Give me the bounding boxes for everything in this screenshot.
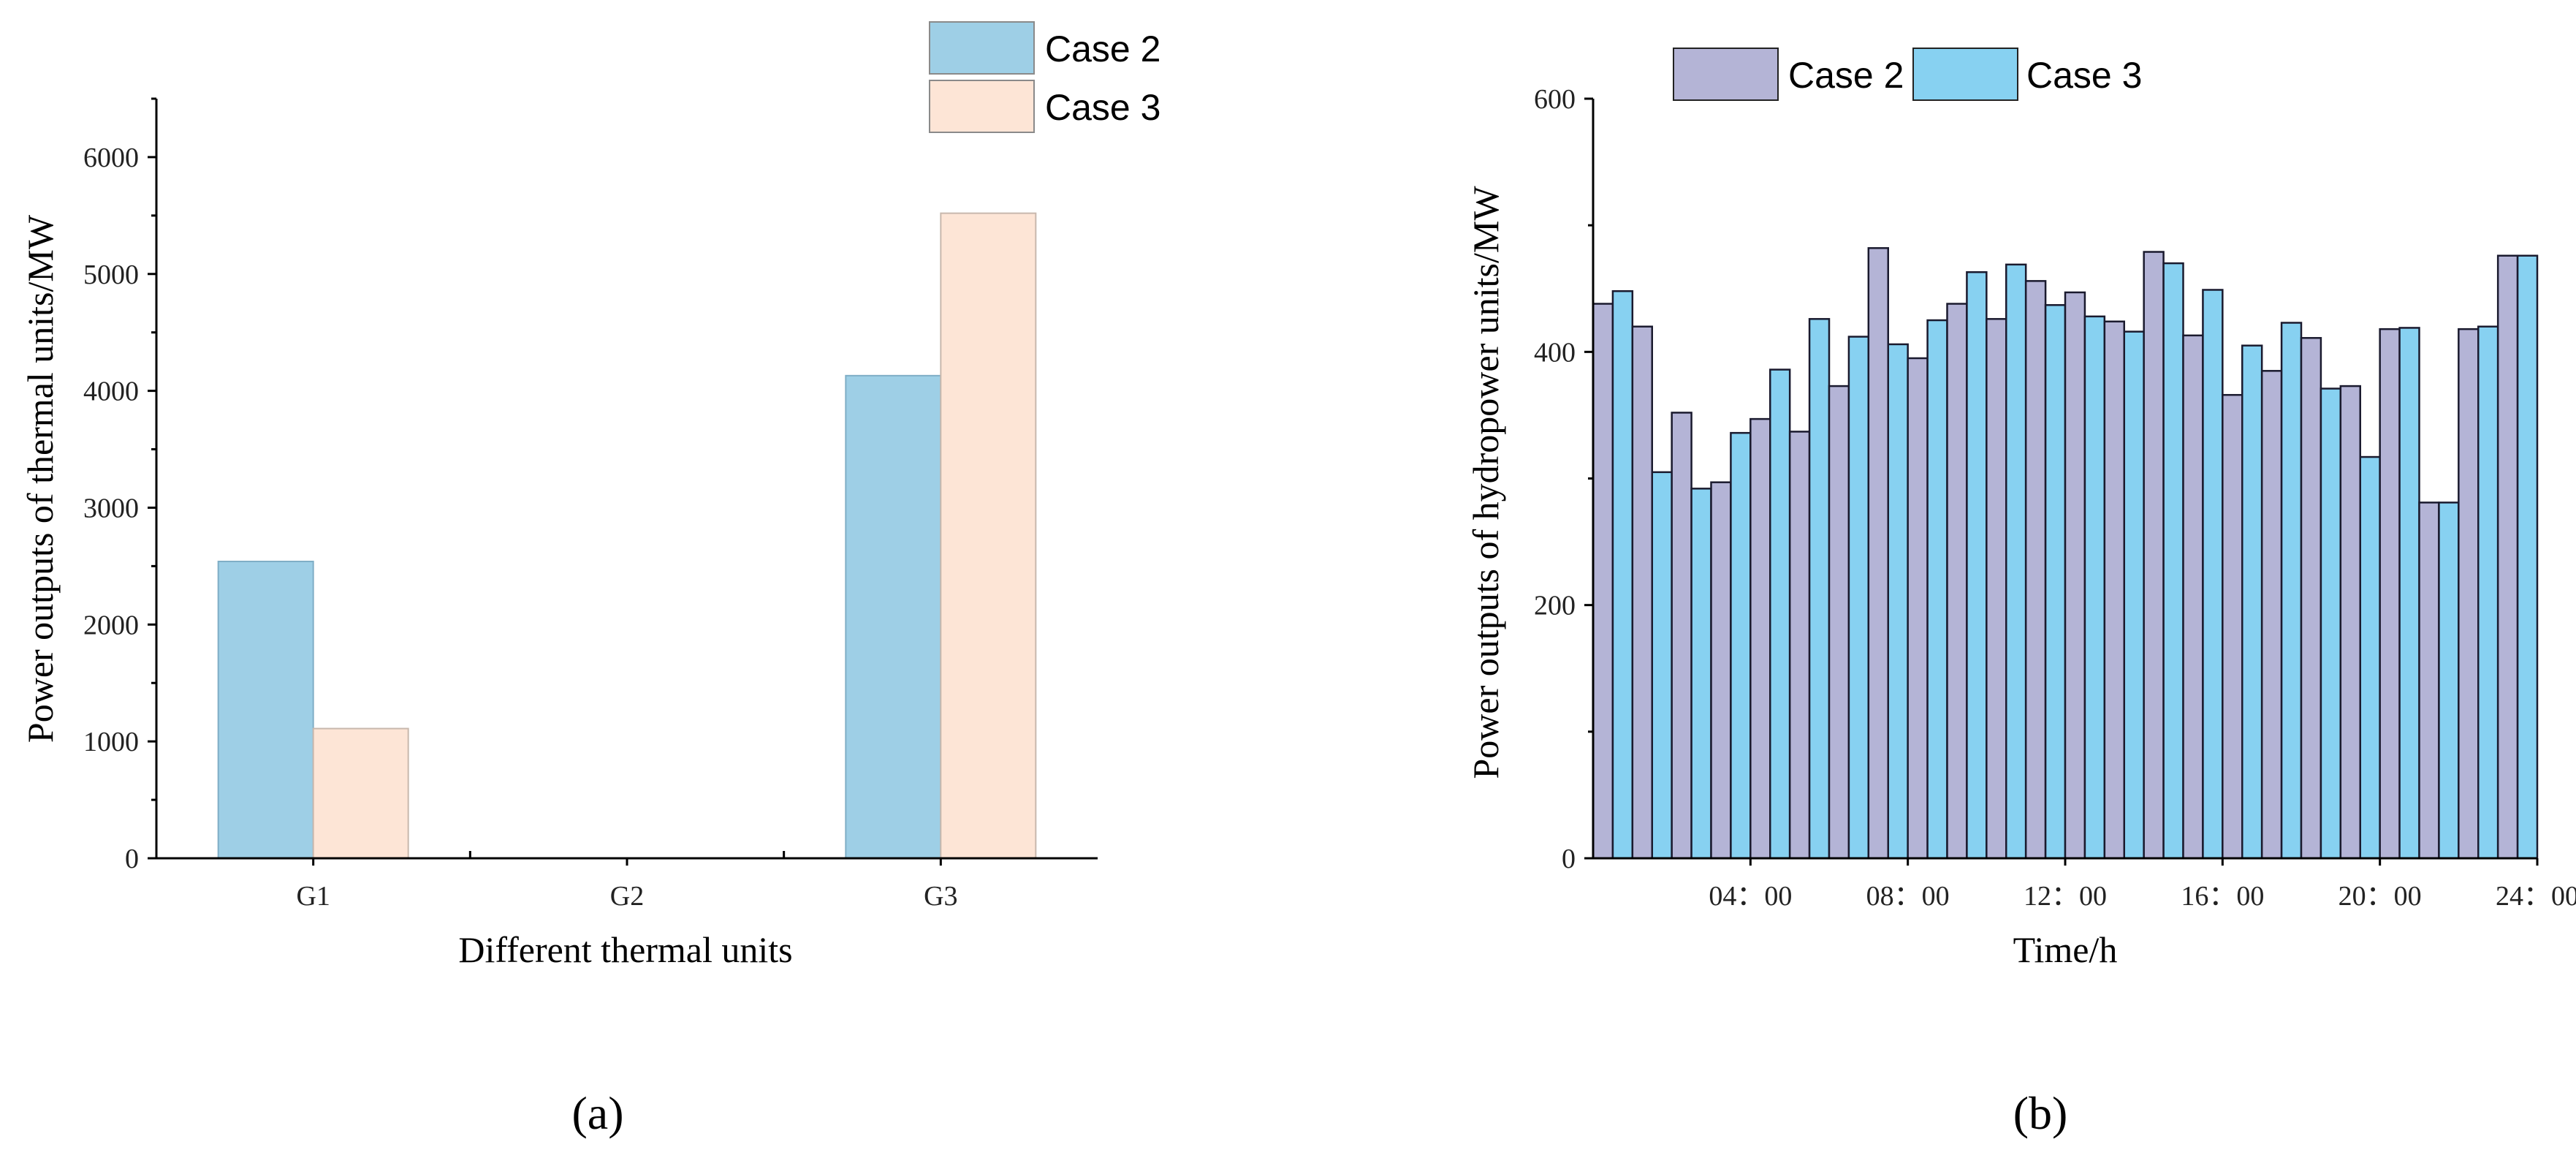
x-tick-label-g2: G2 <box>610 881 644 912</box>
bar-hour-19-case-3 <box>2319 387 2342 860</box>
y-tick-label: 2000 <box>83 610 139 640</box>
bar-g1-case-3 <box>312 727 409 859</box>
bar-hour-14-case-3 <box>2123 330 2145 860</box>
x-tick-label-g1: G1 <box>296 881 330 912</box>
bar-hour-13-case-2 <box>2064 291 2086 860</box>
panel-a-label: (a) <box>571 1087 623 1139</box>
legend-swatch-case-3 <box>1912 48 2018 101</box>
bar-hour-17-case-2 <box>2222 393 2243 860</box>
x-tick-label-24-00: 24：00 <box>2496 881 2576 912</box>
bar-hour-6-case-2 <box>1788 431 1811 860</box>
bar-hour-9-case-2 <box>1907 357 1929 860</box>
legend-label-case-3: Case 3 <box>2026 55 2142 96</box>
bar-hour-20-case-3 <box>2359 455 2381 860</box>
bar-hour-8-case-2 <box>1867 247 1889 860</box>
bar-hour-7-case-3 <box>1847 336 1870 860</box>
y-tick-label: 400 <box>1534 337 1576 368</box>
bar-hour-3-case-2 <box>1671 412 1692 860</box>
panel-a-x-ticks: G1 G2 G3 <box>296 851 958 912</box>
bar-hour-18-case-3 <box>2280 322 2303 860</box>
y-tick-label: 200 <box>1534 591 1576 621</box>
panel-b-label: (b) <box>2013 1087 2068 1139</box>
bar-hour-10-case-3 <box>1966 270 1988 860</box>
bar-hour-7-case-2 <box>1828 385 1850 860</box>
x-tick-label-16-00: 16：00 <box>2181 881 2264 912</box>
panel-a-bars <box>217 212 1037 859</box>
bar-hour-1-case-2 <box>1592 303 1614 860</box>
bar-hour-13-case-3 <box>2083 315 2106 860</box>
bar-hour-24-case-3 <box>2516 254 2539 860</box>
y-tick-label: 4000 <box>83 376 139 407</box>
bar-hour-22-case-3 <box>2438 502 2460 860</box>
panel-b-legend: Case 2 Case 3 <box>1673 48 2142 101</box>
y-tick-label: 0 <box>125 844 139 874</box>
bar-hour-23-case-3 <box>2477 325 2499 860</box>
bar-hour-9-case-3 <box>1926 319 1948 860</box>
bar-hour-15-case-3 <box>2162 262 2184 860</box>
bar-g1-case-2 <box>217 560 314 859</box>
legend-swatch-case-2 <box>929 21 1035 75</box>
legend-label-case-3: Case 3 <box>1045 87 1160 128</box>
bar-hour-6-case-3 <box>1808 318 1831 860</box>
bar-hour-23-case-2 <box>2458 328 2480 860</box>
bar-hour-24-case-2 <box>2496 254 2519 860</box>
legend-label-case-2: Case 2 <box>1788 55 1904 96</box>
bar-hour-11-case-2 <box>1986 318 2007 860</box>
panel-b-hydropower-units-chart: 0 200 400 600 04：00 08：00 12：00 16：00 20：00 24：0… <box>1465 48 2576 1139</box>
bar-hour-4-case-3 <box>1730 431 1752 860</box>
x-tick-label-g3: G3 <box>924 881 957 912</box>
panel-b-y-ticks: 0 200 400 600 <box>1534 84 1593 874</box>
bar-hour-21-case-2 <box>2379 328 2401 860</box>
y-tick-label: 6000 <box>83 143 139 173</box>
panel-b-y-axis-title: Power outputs of hydropower units/MW <box>1465 186 1506 779</box>
bar-hour-16-case-2 <box>2182 334 2204 860</box>
bar-hour-2-case-3 <box>1651 471 1673 860</box>
y-tick-label: 3000 <box>83 493 139 523</box>
legend-swatch-case-2 <box>1673 48 1779 101</box>
bar-hour-21-case-3 <box>2398 327 2420 860</box>
panel-a-legend: Case 2 Case 3 <box>929 21 1160 133</box>
bar-hour-3-case-3 <box>1690 488 1712 860</box>
y-tick-label: 600 <box>1534 84 1576 115</box>
panel-a-y-axis-title: Power outputs of thermal units/MW <box>20 214 61 743</box>
y-tick-label: 5000 <box>83 260 139 290</box>
bar-hour-20-case-2 <box>2339 385 2361 860</box>
bar-hour-1-case-3 <box>1611 290 1634 860</box>
bar-hour-22-case-2 <box>2418 502 2440 860</box>
bar-hour-12-case-3 <box>2044 304 2067 860</box>
bar-hour-16-case-3 <box>2202 289 2224 860</box>
bar-hour-14-case-2 <box>2103 320 2125 860</box>
panel-b-x-ticks: 04：00 08：00 12：00 16：00 20：00 24：00 <box>1709 858 2576 912</box>
bar-hour-15-case-2 <box>2143 251 2165 860</box>
panel-a-x-axis-title: Different thermal units <box>458 929 792 970</box>
legend-swatch-case-3 <box>929 80 1035 133</box>
y-tick-label: 1000 <box>83 727 139 757</box>
y-tick-label: 0 <box>1562 844 1576 874</box>
x-tick-label-20-00: 20：00 <box>2338 881 2422 912</box>
panel-b-x-axis-title: Time/h <box>2013 929 2118 970</box>
x-tick-label-12-00: 12：00 <box>2024 881 2107 912</box>
bar-hour-17-case-3 <box>2241 344 2263 860</box>
x-tick-label-04-00: 04：00 <box>1709 881 1792 912</box>
bar-hour-12-case-2 <box>2024 280 2047 860</box>
x-tick-label-08-00: 08：00 <box>1866 881 1950 912</box>
bar-g3-case-2 <box>845 374 942 859</box>
bar-g3-case-3 <box>940 212 1037 859</box>
bar-hour-5-case-3 <box>1769 368 1791 860</box>
bar-hour-5-case-2 <box>1749 417 1771 860</box>
bar-hour-10-case-2 <box>1946 303 1968 860</box>
panel-b-bars <box>1592 247 2539 860</box>
bar-hour-2-case-2 <box>1631 325 1653 860</box>
panel-a-y-ticks: 0 1000 2000 3000 4000 5000 6000 <box>83 97 156 874</box>
bar-hour-4-case-2 <box>1710 481 1732 860</box>
bar-hour-8-case-3 <box>1887 343 1909 860</box>
legend-label-case-2: Case 2 <box>1045 29 1160 69</box>
bar-hour-11-case-3 <box>2005 263 2027 860</box>
bar-hour-18-case-2 <box>2260 370 2283 860</box>
bar-hour-19-case-2 <box>2300 337 2322 860</box>
panel-a-thermal-units-chart: 0 1000 2000 3000 4000 5000 6000 G1 G2 G3 Power o… <box>20 21 1160 1139</box>
